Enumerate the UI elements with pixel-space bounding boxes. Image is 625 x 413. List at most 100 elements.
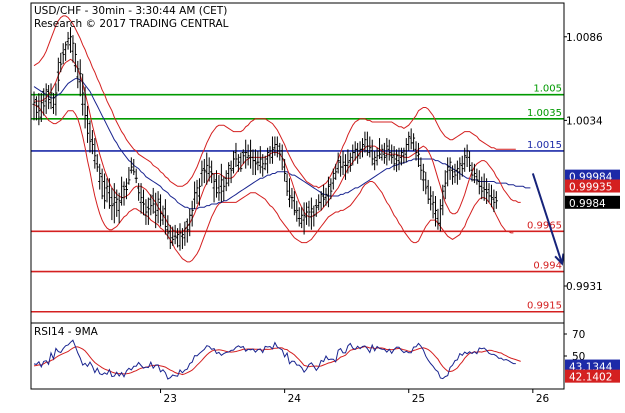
candle	[346, 149, 350, 174]
rsi-line	[33, 339, 516, 380]
candle	[387, 139, 391, 161]
candle	[207, 157, 211, 182]
candle	[324, 187, 328, 206]
candle	[166, 215, 170, 240]
candle	[241, 149, 245, 164]
candle	[124, 178, 128, 200]
candle	[197, 178, 201, 206]
candle	[151, 187, 155, 214]
chart-title: USD/CHF - 30min - 3:30:44 AM (CET)	[34, 5, 227, 17]
candle	[470, 162, 474, 182]
candle	[290, 187, 294, 209]
candle	[295, 200, 299, 222]
research-credit: Research © 2017 TRADING CENTRAL	[34, 18, 229, 30]
candle	[93, 138, 97, 169]
price-tick-label-2: 0.9931	[566, 281, 603, 293]
candle	[171, 226, 175, 246]
candle	[370, 139, 374, 166]
candle	[431, 191, 435, 219]
candle	[127, 167, 131, 185]
candle	[319, 191, 323, 211]
candle	[263, 155, 267, 171]
bollinger-bands	[33, 15, 516, 263]
candle	[258, 146, 262, 174]
candle	[210, 160, 214, 184]
candle	[375, 147, 379, 166]
candle	[397, 147, 401, 171]
rsi-label: RSI14 - 9MA	[34, 326, 99, 338]
candle	[421, 163, 425, 192]
candle	[300, 207, 304, 229]
candle	[81, 73, 85, 116]
candle	[309, 197, 313, 230]
candle	[144, 199, 148, 225]
time-tick-label-0: 23	[164, 393, 177, 405]
price-badge-red-box	[565, 179, 620, 193]
candle	[407, 131, 411, 151]
candle	[205, 152, 209, 185]
candle	[256, 150, 260, 171]
candle	[268, 146, 272, 164]
candle	[331, 168, 335, 190]
candle	[61, 43, 65, 65]
candle	[460, 155, 464, 177]
candle	[453, 163, 457, 184]
candle	[236, 154, 240, 172]
candle	[98, 163, 102, 190]
candle	[468, 150, 472, 172]
candle	[39, 93, 43, 122]
candle	[76, 60, 80, 89]
candle	[356, 142, 360, 164]
rsi-badge-blue-box	[565, 359, 620, 373]
candle	[458, 157, 462, 180]
candle	[59, 52, 63, 73]
candle	[159, 194, 163, 227]
candle	[485, 178, 489, 205]
candle	[117, 192, 121, 224]
price-badge-last-box	[565, 195, 620, 209]
candle	[47, 85, 51, 110]
candle	[307, 200, 311, 227]
candle	[368, 136, 372, 158]
candle	[451, 165, 455, 185]
candle	[492, 189, 496, 213]
price-axis: 1.0086 1.0034 0.9931	[564, 32, 603, 293]
candle	[249, 139, 253, 169]
candle	[224, 170, 228, 192]
candle	[365, 131, 369, 156]
candle	[390, 144, 394, 164]
candle	[71, 35, 75, 63]
candle	[139, 183, 143, 214]
candle	[322, 184, 326, 208]
candle	[137, 183, 141, 201]
candle	[142, 189, 145, 216]
candle	[190, 200, 194, 227]
candle	[314, 199, 318, 217]
price-badge-red-label: 0.99935	[569, 182, 612, 194]
time-tick-label-1: 24	[288, 393, 302, 405]
candle	[185, 218, 189, 243]
candle	[244, 139, 248, 169]
candle	[416, 142, 420, 168]
candle	[103, 173, 107, 209]
candle	[146, 197, 150, 225]
forecast-arrow-shaft	[531, 173, 563, 264]
candle	[34, 96, 38, 121]
candle	[305, 202, 309, 225]
price-badge-last-label: 0.9984	[569, 198, 606, 210]
candle	[115, 189, 119, 217]
candle	[429, 186, 433, 211]
candle	[341, 150, 345, 176]
candle	[66, 31, 70, 50]
candle	[154, 192, 158, 229]
candle	[419, 157, 423, 180]
candle	[95, 154, 99, 172]
candle	[434, 195, 437, 227]
levels-layer: 1.005 1.0035 1.0015 0.9965 0.994 0.9915	[31, 84, 564, 313]
candle	[232, 150, 236, 174]
candle	[475, 168, 479, 185]
candle	[334, 163, 338, 180]
level-label-1: 1.0035	[527, 108, 562, 119]
